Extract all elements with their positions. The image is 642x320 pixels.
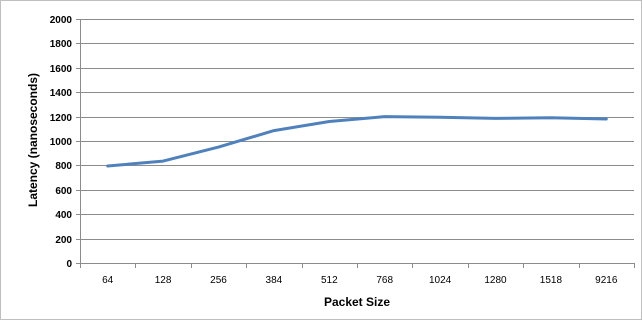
x-tick-label: 1518 [540, 275, 563, 286]
y-tick-label: 1600 [50, 64, 73, 75]
y-tick-label: 0 [66, 259, 72, 270]
series-line [106, 115, 608, 168]
y-tick-label: 800 [55, 161, 72, 172]
y-tick-label: 2000 [50, 15, 73, 26]
x-tick-label: 1280 [484, 275, 507, 286]
y-tick-label: 1800 [50, 39, 73, 50]
y-tick-label: 1400 [50, 88, 73, 99]
x-tick-label: 1024 [429, 275, 452, 286]
x-tick-label: 128 [155, 275, 172, 286]
x-axis-title: Packet Size [324, 295, 390, 309]
y-tick-label: 200 [55, 235, 72, 246]
y-axis-title: Latency (nanoseconds) [26, 73, 40, 207]
y-tick-labels: 0 200 400 600 800 1000 1200 1400 1600 1800 2000 [50, 15, 73, 270]
x-tick-label: 768 [376, 275, 393, 286]
y-tick-label: 1200 [50, 113, 73, 124]
gridlines [80, 19, 634, 240]
x-tick-label: 64 [102, 275, 114, 286]
x-tick-label: 9216 [595, 275, 618, 286]
x-tick-label: 512 [321, 275, 338, 286]
x-tick-label: 384 [266, 275, 283, 286]
y-tick-label: 400 [55, 210, 72, 221]
x-tick-labels: 64 128 256 384 512 768 1024 1280 1518 9216 [102, 275, 618, 286]
series [106, 115, 608, 168]
y-tick-label: 1000 [50, 137, 73, 148]
y-tick-label: 600 [55, 186, 72, 197]
x-tick-label: 256 [210, 275, 227, 286]
axes [76, 19, 635, 268]
